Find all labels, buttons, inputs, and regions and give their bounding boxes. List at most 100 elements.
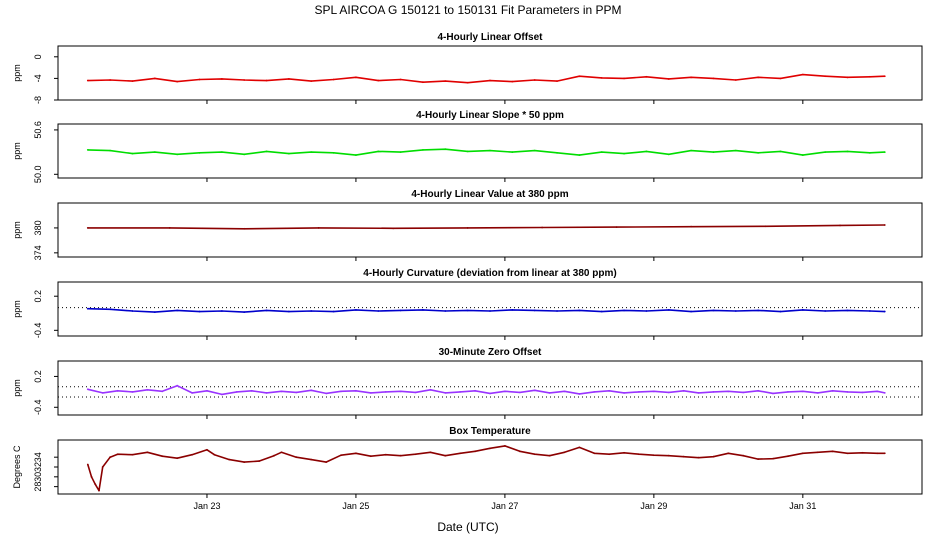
data-point [623,77,625,80]
data-point [384,390,387,393]
plot-frame [57,45,923,101]
data-point [563,451,566,454]
data-point [578,309,581,312]
y-tick-label: 30 [33,472,43,482]
y-tick-label: -0.4 [33,400,43,416]
data-point [623,309,625,312]
data-point [340,390,342,393]
data-point [839,224,841,227]
data-point [369,455,372,458]
data-point [109,149,112,152]
data-point [94,483,97,486]
data-point [243,153,246,156]
data-point [310,80,313,82]
data-point [757,389,760,392]
data-point [131,152,134,155]
data-point [220,151,223,154]
data-point [384,453,387,456]
data-point [131,310,134,312]
data-point [816,391,819,394]
data-point [466,309,469,312]
data-point [198,78,201,81]
data-point [176,309,179,312]
data-point [258,460,261,463]
x-tick-label: Jan 27 [491,501,518,511]
data-point [206,389,208,392]
data-point [355,76,357,79]
data-point [355,452,357,455]
y-tick-label: 34 [33,452,43,462]
data-point [727,390,730,393]
data-point [846,309,849,312]
data-point [556,151,558,154]
data-point [533,149,536,152]
data-point [191,453,193,456]
data-point [399,390,402,393]
data-point [198,310,201,313]
data-point [846,452,849,455]
y-tick-label: 374 [33,245,43,260]
data-point [340,454,342,457]
data-point [883,224,886,226]
data-point [727,452,730,455]
data-point [228,458,231,461]
plot-frame [57,281,923,337]
data-point [690,149,693,152]
data-point [831,389,834,392]
data-point [667,78,670,80]
data-point [332,151,335,154]
y-tick-label: 50.0 [33,166,43,184]
data-point [623,152,625,155]
data-point [638,453,640,456]
data-point [444,391,447,394]
data-point [317,227,320,229]
data-point [444,80,447,82]
data-point [287,78,290,80]
data-point [556,310,558,312]
data-point [355,389,357,392]
data-point [265,309,268,312]
panel-title: 30-Minute Zero Offset [439,347,542,358]
data-point [206,448,208,451]
data-point [868,75,871,78]
data-point [310,310,313,312]
data-point [801,73,804,76]
data-point [883,151,886,154]
data-point [414,391,417,394]
data-point [86,388,89,391]
data-point [868,310,871,312]
data-point [533,79,536,81]
data-point [161,390,164,393]
data-point [146,451,149,454]
panel-2: 4-Hourly Linear Slope * 50 ppm 50.6 50.0 pp… [12,110,923,184]
data-point [86,227,89,229]
data-point [489,310,491,312]
data-point [883,452,886,455]
data-point [846,76,849,79]
series-line-curvature [87,307,885,313]
data-point [868,151,871,154]
data-point [824,151,827,154]
data-point [682,389,685,392]
data-point [757,309,760,312]
panel-4: 4-Hourly Curvature (deviation from linea… [12,268,923,340]
y-tick-label: 0 [33,54,43,59]
data-point [883,75,886,78]
y-tick-label: 0.2 [33,370,43,383]
data-point [533,389,536,392]
data-point [243,461,246,463]
data-point [422,148,424,151]
data-point [429,388,432,391]
data-point [265,150,268,153]
data-point [600,76,603,79]
data-point [757,151,760,154]
data-point [310,458,313,461]
data-point [310,151,313,154]
data-point [518,450,521,453]
data-point [220,78,223,80]
data-point [645,150,648,153]
data-point [645,310,648,312]
data-point [742,391,745,394]
panel-title: Box Temperature [449,426,531,437]
